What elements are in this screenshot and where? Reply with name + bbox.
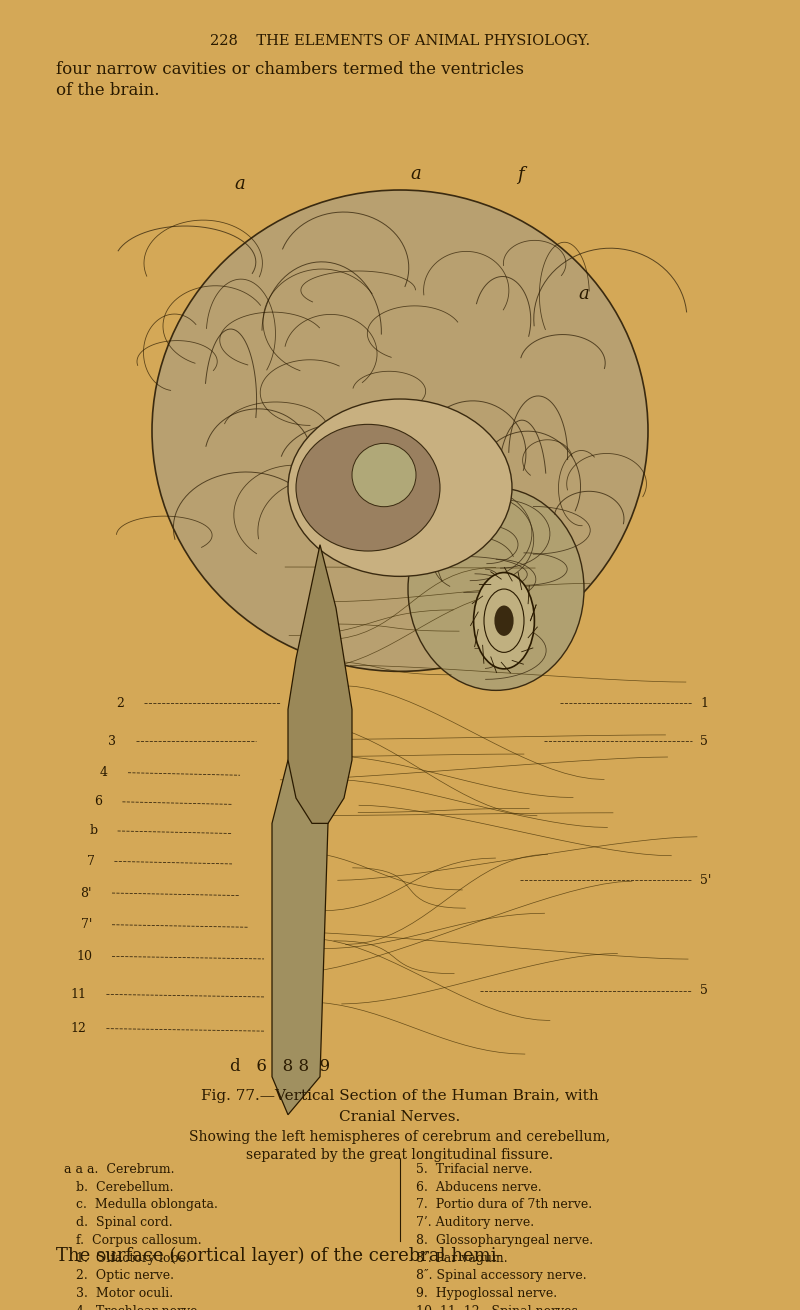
Text: 9.  Hypoglossal nerve.: 9. Hypoglossal nerve. xyxy=(416,1286,557,1300)
Text: separated by the great longitudinal fissure.: separated by the great longitudinal fiss… xyxy=(246,1148,554,1162)
Text: 7.  Portio dura of 7th nerve.: 7. Portio dura of 7th nerve. xyxy=(416,1199,592,1212)
Text: 1.  Olfactory lobe.: 1. Olfactory lobe. xyxy=(64,1251,190,1264)
Text: 10, 11, 12.  Spinal nerves.: 10, 11, 12. Spinal nerves. xyxy=(416,1305,582,1310)
Ellipse shape xyxy=(352,443,416,507)
Text: 4: 4 xyxy=(100,766,108,779)
Text: Cranial Nerves.: Cranial Nerves. xyxy=(339,1110,461,1124)
Polygon shape xyxy=(272,760,328,1115)
Text: The surface (cortical layer) of the cerebral hemi-: The surface (cortical layer) of the cere… xyxy=(56,1247,502,1264)
Text: four narrow cavities or chambers termed the ventricles: four narrow cavities or chambers termed … xyxy=(56,60,524,77)
Text: of the brain.: of the brain. xyxy=(56,83,159,100)
Text: 7': 7' xyxy=(81,918,92,931)
Text: 8': 8' xyxy=(81,887,92,900)
Text: b.  Cerebellum.: b. Cerebellum. xyxy=(64,1180,174,1193)
Text: 8″. Spinal accessory nerve.: 8″. Spinal accessory nerve. xyxy=(416,1269,586,1282)
Text: Showing the left hemispheres of cerebrum and cerebellum,: Showing the left hemispheres of cerebrum… xyxy=(190,1131,610,1144)
Circle shape xyxy=(474,572,534,669)
Text: b: b xyxy=(90,824,98,837)
Text: c.  Medulla oblongata.: c. Medulla oblongata. xyxy=(64,1199,218,1212)
Text: 12: 12 xyxy=(70,1022,86,1035)
Text: 2: 2 xyxy=(116,697,124,710)
Text: a: a xyxy=(578,284,590,303)
Text: 2.  Optic nerve.: 2. Optic nerve. xyxy=(64,1269,174,1282)
Text: 6.  Abducens nerve.: 6. Abducens nerve. xyxy=(416,1180,542,1193)
Text: 5: 5 xyxy=(700,984,708,997)
Text: d.  Spinal cord.: d. Spinal cord. xyxy=(64,1216,173,1229)
Text: d   6   8 8  9: d 6 8 8 9 xyxy=(230,1058,330,1076)
Text: 5.  Trifacial nerve.: 5. Trifacial nerve. xyxy=(416,1163,533,1176)
Ellipse shape xyxy=(288,400,512,576)
Text: 10: 10 xyxy=(76,950,92,963)
Text: f: f xyxy=(517,166,523,183)
Text: 5: 5 xyxy=(700,735,708,748)
Text: 5': 5' xyxy=(700,874,711,887)
Polygon shape xyxy=(288,545,352,824)
Text: c: c xyxy=(316,601,324,614)
Text: 6: 6 xyxy=(94,795,102,808)
Text: a a a.  Cerebrum.: a a a. Cerebrum. xyxy=(64,1163,174,1176)
Text: 7: 7 xyxy=(86,855,94,869)
Ellipse shape xyxy=(408,487,584,690)
Text: 7’. Auditory nerve.: 7’. Auditory nerve. xyxy=(416,1216,534,1229)
Ellipse shape xyxy=(296,424,440,552)
Text: 4.  Trochlear nerve.: 4. Trochlear nerve. xyxy=(64,1305,202,1310)
Text: f.  Corpus callosum.: f. Corpus callosum. xyxy=(64,1234,202,1247)
Circle shape xyxy=(494,605,514,635)
Text: Fig. 77.—Vertical Section of the Human Brain, with: Fig. 77.—Vertical Section of the Human B… xyxy=(201,1090,599,1103)
Text: 1: 1 xyxy=(700,697,708,710)
Text: a: a xyxy=(234,174,246,193)
Text: 228    THE ELEMENTS OF ANIMAL PHYSIOLOGY.: 228 THE ELEMENTS OF ANIMAL PHYSIOLOGY. xyxy=(210,34,590,48)
Text: 8.  Glossopharyngeal nerve.: 8. Glossopharyngeal nerve. xyxy=(416,1234,593,1247)
Text: 11: 11 xyxy=(70,988,86,1001)
Text: 8’. Par vagum.: 8’. Par vagum. xyxy=(416,1251,508,1264)
Text: 3: 3 xyxy=(108,735,116,748)
Ellipse shape xyxy=(152,190,648,671)
Text: 3.  Motor oculi.: 3. Motor oculi. xyxy=(64,1286,173,1300)
Text: a: a xyxy=(410,165,422,182)
